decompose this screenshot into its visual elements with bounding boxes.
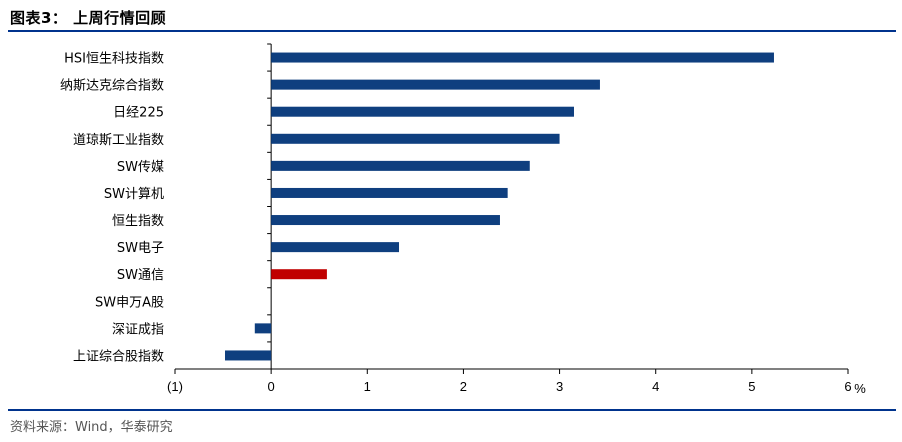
bar-2 <box>271 79 600 90</box>
x-tick-label: 4 <box>652 379 659 394</box>
source-note: 资料来源：Wind，华泰研究 <box>10 420 173 435</box>
x-tick-label: 0 <box>268 379 275 394</box>
category-label: 上证综合股指数 <box>73 349 164 364</box>
bar-1 <box>271 52 774 63</box>
x-tick-label: 5 <box>748 379 755 394</box>
x-axis-unit: % <box>854 381 866 396</box>
category-label: SW传媒 <box>117 160 164 175</box>
bar-3 <box>271 106 574 117</box>
x-tick-label: 1 <box>364 379 371 394</box>
category-label: 纳斯达克综合指数 <box>60 79 164 94</box>
x-tick-label: (1) <box>167 379 183 394</box>
figure-title: 图表3： 上周行情回顾 <box>10 8 167 27</box>
figure-title-row: 图表3： 上周行情回顾 <box>10 6 166 28</box>
bar-8 <box>271 242 400 253</box>
x-tick-label: 2 <box>460 379 467 394</box>
bar-12 <box>224 350 272 361</box>
bar-7 <box>271 215 500 226</box>
category-label: SW申万A股 <box>95 295 164 310</box>
top-rule <box>8 30 896 32</box>
bar-6 <box>271 187 508 198</box>
category-label: 深证成指 <box>112 322 164 337</box>
category-label: 日经225 <box>113 106 164 121</box>
bar-11 <box>254 323 272 334</box>
category-label: 道琼斯工业指数 <box>73 133 164 148</box>
x-tick-label: 3 <box>556 379 563 394</box>
bar-5 <box>271 160 530 171</box>
x-tick-label: 6 <box>844 379 851 394</box>
bottom-rule <box>8 409 896 411</box>
category-label: SW计算机 <box>104 187 164 202</box>
category-label: SW通信 <box>117 268 164 283</box>
bar-9 <box>271 269 327 280</box>
category-label: SW电子 <box>117 241 164 256</box>
category-label: HSI恒生科技指数 <box>64 52 164 67</box>
bar-4 <box>271 133 560 144</box>
category-label: 恒生指数 <box>112 214 164 229</box>
